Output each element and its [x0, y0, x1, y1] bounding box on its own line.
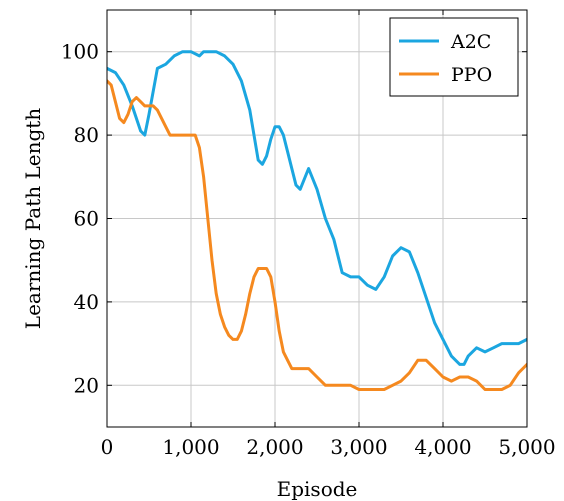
x-axis-label: Episode: [277, 477, 358, 501]
x-tick-label: 0: [101, 435, 114, 459]
legend-box: [389, 17, 519, 97]
x-tick-label: 3,000: [330, 435, 387, 459]
x-tick-label: 2,000: [246, 435, 303, 459]
series-line-ppo: [107, 79, 527, 391]
y-tick-label: 80: [74, 123, 99, 147]
x-tick-label: 5,000: [498, 435, 555, 459]
y-tick-label: 60: [74, 207, 99, 231]
y-tick-label: 100: [61, 40, 99, 64]
axis-ticks: [106, 10, 528, 427]
legend-label-a2c: A2C: [450, 31, 491, 53]
legend: A2C PPO: [389, 17, 519, 97]
tick-labels: 0 1,000 2,000 3,000 4,000 5,000 20 40 60 80 100: [61, 40, 556, 459]
series-layer: [107, 50, 527, 391]
y-axis-label: Learning Path Length: [21, 108, 45, 330]
series-line-a2c: [107, 50, 527, 366]
x-tick-label: 1,000: [162, 435, 219, 459]
legend-label-ppo: PPO: [451, 64, 492, 86]
x-tick-label: 4,000: [414, 435, 471, 459]
y-tick-label: 20: [74, 373, 99, 397]
y-tick-label: 40: [74, 290, 99, 314]
